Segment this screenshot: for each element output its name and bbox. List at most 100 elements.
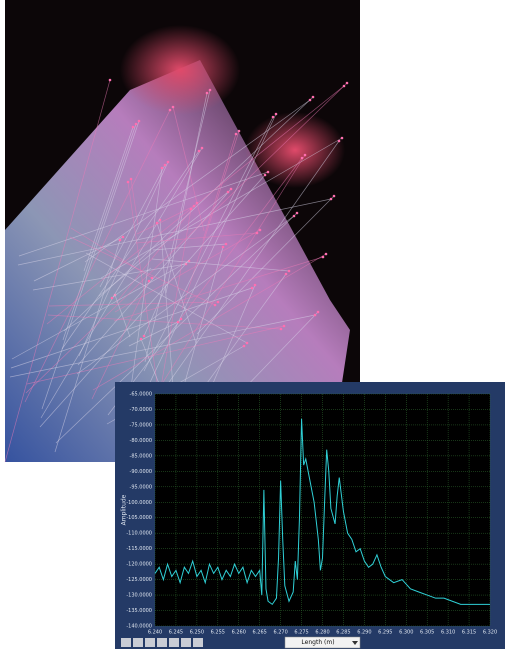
y-tick-label: -110.0000: [126, 531, 152, 537]
scene: Amplitude Length (m) -65.0000 -70.0000 -75…: [0, 0, 505, 649]
strand-tip: [177, 321, 180, 324]
strand-tip: [209, 89, 212, 92]
x-tick-label: 6.280: [315, 630, 329, 636]
strand-tip: [304, 154, 307, 157]
glow: [245, 112, 345, 188]
chart-panel: Amplitude Length (m): [115, 382, 505, 649]
strand-tip: [275, 113, 278, 116]
strand-tip: [264, 174, 267, 177]
y-tick-label: -105.0000: [126, 515, 152, 521]
strand-tip: [214, 304, 217, 307]
strand-tip: [206, 92, 209, 95]
strand-tip: [130, 178, 133, 181]
strand-tip: [109, 79, 112, 82]
page: {"chart_data": {"type": "line", "y_label…: [0, 0, 505, 649]
strand-tip: [283, 325, 286, 328]
x-axis-title: Length (m): [301, 639, 334, 646]
y-tick-label: -120.0000: [126, 562, 152, 568]
x-tick-label: 6.270: [273, 630, 287, 636]
strand-tip: [230, 188, 233, 191]
strand-tip: [217, 301, 220, 304]
strand-tip: [301, 157, 304, 160]
strand-tip: [201, 147, 204, 150]
strand-tip: [172, 106, 175, 109]
strand-tip: [119, 239, 122, 242]
y-tick-label: -115.0000: [126, 546, 152, 552]
strand-tip: [272, 116, 275, 119]
strand-tip: [296, 212, 299, 215]
tool-button[interactable]: [193, 638, 203, 647]
strand-tip: [164, 164, 167, 167]
strand-tip: [122, 236, 125, 239]
y-tick-label: -80.0000: [130, 438, 152, 444]
x-tick-label: 6.260: [232, 630, 246, 636]
strand-tip: [148, 280, 151, 283]
strand-tip: [285, 273, 288, 276]
strand-tip: [161, 167, 164, 170]
strand-tip: [343, 85, 346, 88]
x-tick-label: 6.305: [420, 630, 434, 636]
strand-tip: [330, 198, 333, 201]
strand-tip: [333, 195, 336, 198]
y-tick-label: -75.0000: [130, 422, 152, 428]
strand-tip: [314, 314, 317, 317]
x-tick-label: 6.320: [483, 630, 497, 636]
strand-tip: [225, 243, 228, 246]
strand-tip: [325, 253, 328, 256]
x-tick-label: 6.275: [294, 630, 308, 636]
y-tick-label: -65.0000: [130, 392, 152, 398]
strand-tip: [169, 109, 172, 112]
strand-tip: [156, 222, 159, 225]
y-tick-label: -100.0000: [126, 500, 152, 506]
strand-tip: [235, 133, 238, 136]
strand-tip: [346, 82, 349, 85]
tool-button[interactable]: [145, 638, 155, 647]
strand-tip: [167, 161, 170, 164]
strand-tip: [309, 99, 312, 102]
strand-tip: [317, 311, 320, 314]
x-tick-label: 6.300: [399, 630, 413, 636]
strand-tip: [256, 232, 259, 235]
strand-tip: [259, 229, 262, 232]
tool-button[interactable]: [133, 638, 143, 647]
strand-tip: [280, 328, 283, 331]
y-tick-label: -125.0000: [126, 577, 152, 583]
x-tick-label: 6.290: [357, 630, 371, 636]
strand-tip: [338, 140, 341, 143]
strand-tip: [293, 215, 296, 218]
x-tick-label: 6.255: [211, 630, 225, 636]
x-tick-label: 6.265: [253, 630, 267, 636]
strand-tip: [267, 171, 270, 174]
strand-tip: [312, 96, 315, 99]
tool-button[interactable]: [181, 638, 191, 647]
y-tick-label: -95.0000: [130, 484, 152, 490]
tool-button[interactable]: [169, 638, 179, 647]
x-tick-label: 6.295: [378, 630, 392, 636]
x-tick-label: 6.285: [336, 630, 350, 636]
toolbar: [121, 638, 203, 647]
strand-tip: [243, 345, 246, 348]
y-tick-label: -90.0000: [130, 469, 152, 475]
strand-tip: [198, 150, 201, 153]
strand-tip: [322, 256, 325, 259]
strand-tip: [190, 208, 193, 211]
strand-tip: [127, 181, 130, 184]
strand-tip: [111, 297, 114, 300]
strand-tip: [135, 123, 138, 126]
x-tick-label: 6.245: [169, 630, 183, 636]
y-tick-label: -70.0000: [130, 407, 152, 413]
strand-tip: [254, 284, 257, 287]
x-tick-label: 6.240: [148, 630, 162, 636]
x-tick-label: 6.315: [462, 630, 476, 636]
strand-tip: [227, 191, 230, 194]
strand-tip: [143, 335, 146, 338]
strand-tip: [138, 120, 141, 123]
x-tick-label: 6.250: [190, 630, 204, 636]
strand-tip: [251, 287, 254, 290]
tool-button[interactable]: [157, 638, 167, 647]
strand-tip: [246, 342, 249, 345]
tool-button[interactable]: [121, 638, 131, 647]
strand-tip: [140, 338, 143, 341]
x-tick-label: 6.310: [441, 630, 455, 636]
strand-tip: [132, 126, 135, 129]
